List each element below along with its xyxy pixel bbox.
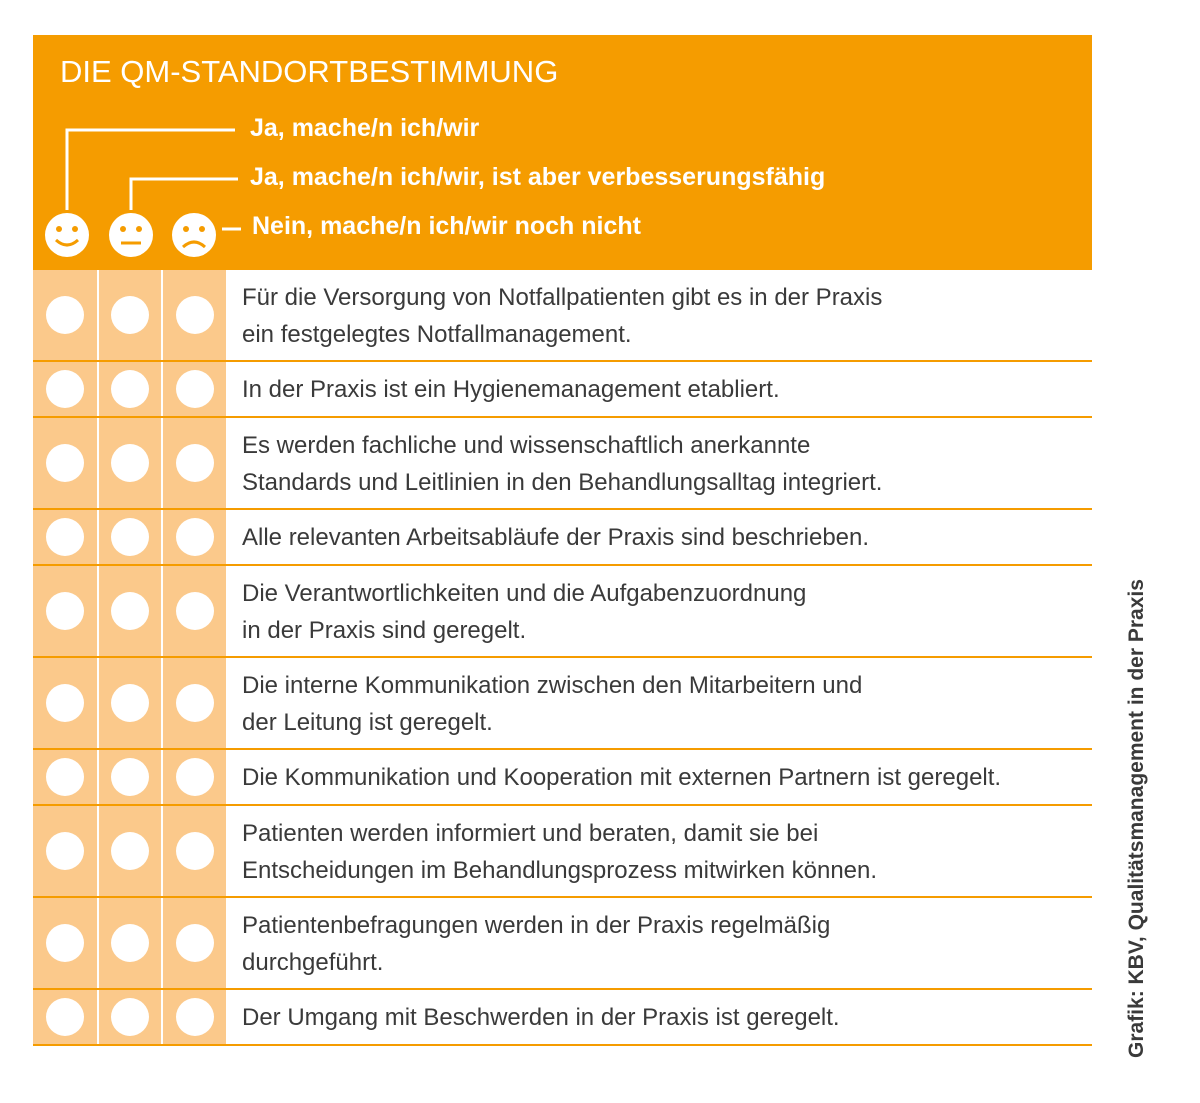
legend-graphic [45,128,241,257]
checkbox[interactable] [175,998,214,1036]
checkbox[interactable] [175,758,214,796]
checkbox[interactable] [175,684,214,722]
source: Grafik: KBV, Qualitätsmanagement in der … [1125,579,1148,1058]
checkbox[interactable] [46,518,84,556]
row-separator [33,748,1092,750]
checkbox[interactable] [111,444,149,482]
row-text: Die Verantwortlichkeiten und die Aufgabe… [242,580,807,607]
row-separator [33,656,1092,658]
legend-label: Nein, mache/n ich/wir noch nicht [252,212,641,240]
row-separator [33,804,1092,806]
checkbox[interactable] [111,684,149,722]
title: DIE QM-STANDORTBESTIMMUNG [60,54,559,89]
checkbox[interactable] [175,518,214,556]
checkbox[interactable] [111,832,149,870]
row-text: Standards und Leitlinien in den Behandlu… [242,469,883,496]
row-separator [33,564,1092,566]
checkbox[interactable] [111,592,149,630]
legend-label: Ja, mache/n ich/wir, ist aber verbesseru… [250,163,826,191]
checkbox[interactable] [46,296,84,334]
row-text: Entscheidungen im Behandlungsprozess mit… [242,857,878,884]
checkbox[interactable] [111,296,149,334]
row-text: Es werden fachliche und wissenschaftlich… [242,432,811,459]
row-separator [33,360,1092,362]
row-text: der Leitung ist geregelt. [242,709,493,736]
row-separator [33,508,1092,510]
row-text: ein festgelegtes Notfallmanagement. [242,321,632,348]
checkbox[interactable] [111,924,149,962]
checkbox[interactable] [46,592,84,630]
legend-label: Ja, mache/n ich/wir [250,114,480,142]
row-text: Die interne Kommunikation zwischen den M… [242,672,863,699]
checkbox[interactable] [46,924,84,962]
smiley-sad [172,213,216,257]
row-text: Für die Versorgung von Notfallpatienten … [242,284,883,311]
row-separator [33,896,1092,898]
checkbox[interactable] [46,684,84,722]
checkbox[interactable] [175,832,214,870]
row-separator [33,416,1092,418]
row-text: durchgeführt. [242,949,384,976]
checkbox[interactable] [111,758,149,796]
checkbox[interactable] [111,518,149,556]
row-text: Patientenbefragungen werden in der Praxi… [242,912,831,939]
smiley-neutral [109,213,153,257]
row-text: Patienten werden informiert und beraten,… [242,820,819,847]
row-text: In der Praxis ist ein Hygienemanagement … [242,376,780,403]
checkbox[interactable] [175,924,214,962]
checkbox[interactable] [46,758,84,796]
checkbox[interactable] [175,296,214,334]
row-separator [33,988,1092,990]
row-text: in der Praxis sind geregelt. [242,617,527,644]
smiley-happy [45,213,89,257]
checkbox[interactable] [175,444,214,482]
row-text: Der Umgang mit Beschwerden in der Praxis… [242,1004,840,1031]
checkbox[interactable] [46,998,84,1036]
row-text: Alle relevanten Arbeitsabläufe der Praxi… [242,524,870,551]
checkbox[interactable] [111,370,149,408]
row-separator [33,1044,1092,1046]
checkbox[interactable] [46,370,84,408]
checkbox[interactable] [46,832,84,870]
checkbox[interactable] [111,998,149,1036]
checkbox[interactable] [46,444,84,482]
checkbox[interactable] [175,370,214,408]
checkbox[interactable] [175,592,214,630]
row-text: Die Kommunikation und Kooperation mit ex… [242,764,1002,791]
